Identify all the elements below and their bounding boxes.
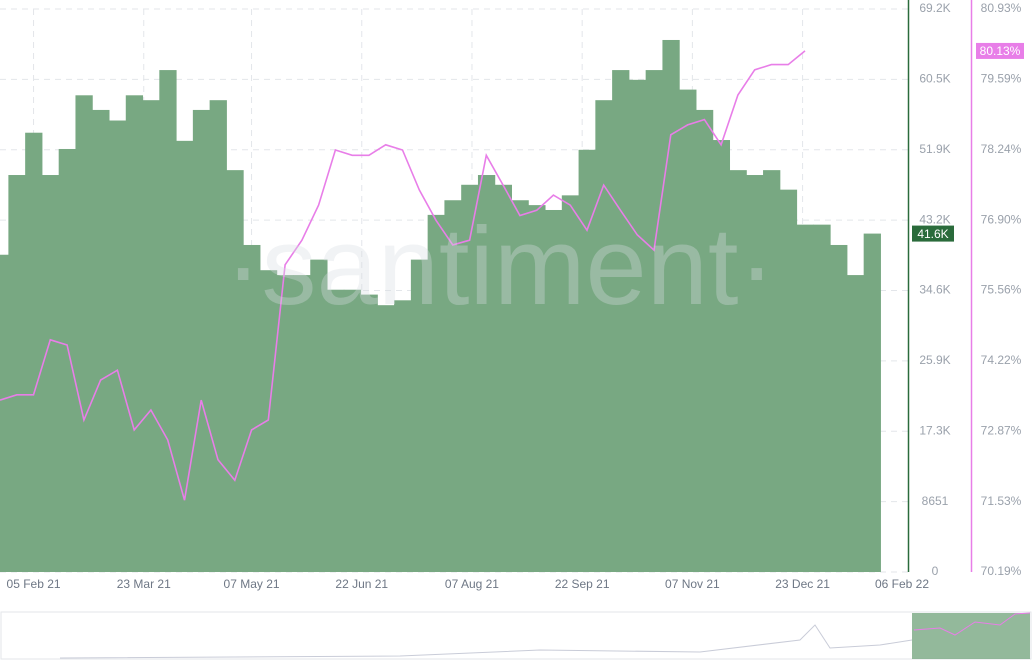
y2-tick-label: 80.93% (981, 1, 1022, 15)
bar (109, 120, 127, 572)
bar (125, 95, 144, 573)
x-tick-label: 06 Feb 22 (875, 577, 929, 591)
bar (712, 140, 731, 572)
bar (343, 289, 362, 572)
bar (360, 294, 378, 572)
bar (679, 89, 697, 573)
bar (226, 170, 244, 572)
x-tick-label: 22 Jun 21 (335, 577, 388, 591)
y-tick-label: 8651 (922, 494, 949, 508)
bar (327, 289, 345, 572)
value-badge-label: 80.13% (980, 44, 1021, 58)
bar (92, 109, 110, 573)
bar (410, 259, 429, 572)
x-tick-label: 07 Aug 21 (445, 577, 499, 591)
bar (528, 205, 546, 572)
y2-tick-label: 70.19% (981, 564, 1022, 578)
bar (578, 149, 596, 572)
bar (511, 200, 529, 572)
navigator-frame (0, 611, 1032, 660)
bar (243, 244, 261, 572)
bar (545, 209, 563, 572)
bar (8, 175, 26, 572)
bar (159, 70, 177, 572)
bar (662, 39, 680, 573)
line (0, 50, 806, 501)
y-tick-label: 43.2K (919, 212, 950, 226)
y-tick-label: 34.6K (919, 283, 950, 297)
y-tick-label: 51.9K (919, 142, 950, 156)
y2-tick-label: 79.59% (981, 71, 1022, 85)
bar (645, 70, 663, 572)
bar (209, 100, 227, 572)
x-tick-label: 22 Sep 21 (555, 577, 610, 591)
bar (595, 100, 613, 572)
bar (729, 170, 747, 572)
y-tick-label: 17.3K (919, 423, 950, 437)
bar (628, 79, 647, 573)
y2-tick-label: 71.53% (981, 494, 1022, 508)
bar (612, 70, 630, 572)
bar (192, 109, 211, 573)
y2-tick-label: 72.87% (981, 424, 1022, 438)
bar (863, 233, 881, 572)
watermark: ·santiment· (225, 205, 775, 328)
bar (377, 305, 395, 572)
value-badge-label: 41.6K (917, 227, 948, 241)
bar (0, 254, 9, 572)
y2-tick-label: 76.90% (981, 212, 1022, 226)
navigator-selection[interactable] (912, 613, 1030, 659)
bar (75, 95, 93, 573)
bar (293, 275, 311, 572)
bar (477, 175, 496, 572)
bar (259, 270, 278, 572)
x-tick-label: 23 Dec 21 (775, 577, 830, 591)
y-tick-label: 69.2K (919, 1, 950, 15)
bar (176, 140, 194, 573)
y-tick-label: 25.9K (919, 353, 950, 367)
bar (779, 189, 798, 573)
bar (796, 224, 814, 572)
navigator[interactable] (0, 611, 1032, 660)
x-tick-label: 07 May 21 (224, 577, 280, 591)
plot-area (0, 8, 908, 573)
bar (427, 214, 445, 572)
navigator-line (913, 612, 1031, 636)
bar (561, 195, 580, 572)
bar (746, 175, 764, 572)
bar (830, 244, 848, 572)
value-badge (976, 42, 1024, 59)
bar (763, 170, 781, 572)
bar (394, 300, 412, 572)
bar (276, 275, 294, 572)
bar (695, 109, 714, 573)
x-tick-label: 23 Mar 21 (117, 577, 171, 591)
bar (142, 100, 160, 572)
bar (58, 148, 76, 572)
bar (846, 275, 865, 572)
bar (461, 184, 479, 572)
bar (310, 259, 328, 572)
y-tick-label: 0 (932, 564, 939, 578)
value-badge (912, 225, 954, 242)
navigator-trace (59, 624, 913, 659)
x-tick-label: 07 Nov 21 (665, 577, 720, 591)
y2-tick-label: 78.24% (981, 142, 1022, 156)
x-tick-label: 05 Feb 21 (7, 577, 61, 591)
bar (494, 184, 512, 572)
y2-tick-label: 75.56% (981, 283, 1022, 297)
bar (41, 175, 60, 572)
y2-tick-label: 74.22% (981, 353, 1022, 367)
bar (813, 224, 831, 572)
bar (25, 132, 43, 573)
y-tick-label: 60.5K (919, 72, 950, 86)
bar (444, 200, 462, 572)
